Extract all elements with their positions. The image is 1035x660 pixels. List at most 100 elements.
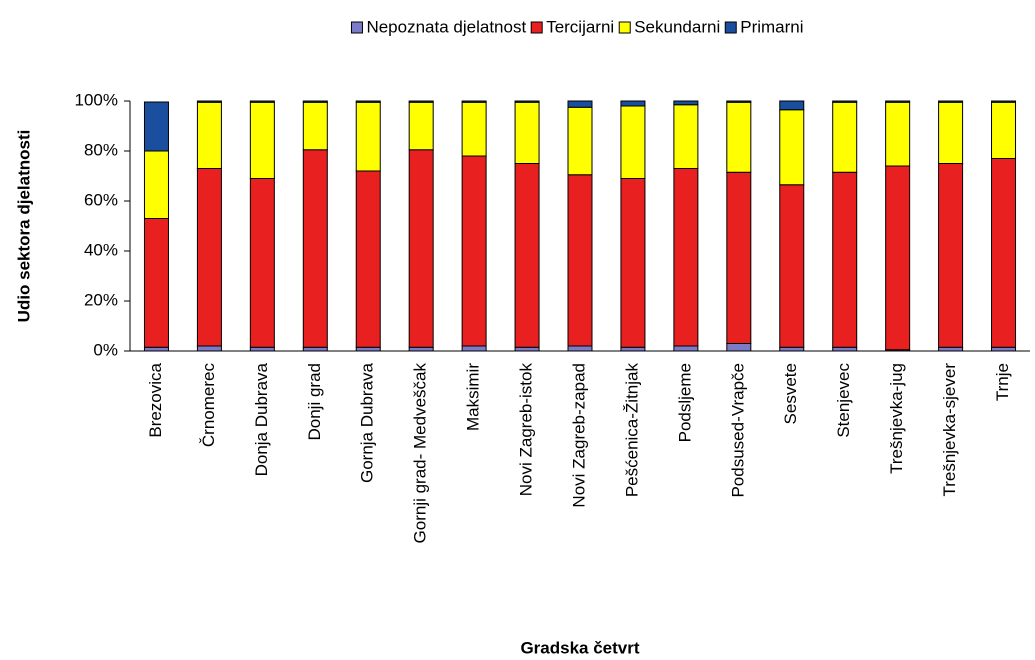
bar-segment	[779, 184, 805, 348]
bar-segment	[673, 104, 699, 169]
y-tick-label: 60%	[84, 190, 118, 209]
bar-segment	[355, 100, 381, 103]
bar-segment	[726, 171, 752, 344]
bar-segment	[779, 109, 805, 186]
x-tick-label: Podsljeme	[675, 363, 694, 442]
bar-segment	[726, 343, 752, 352]
bar-segment	[302, 346, 328, 352]
bar-segment	[196, 168, 222, 347]
bar-segment	[620, 105, 646, 179]
x-tick-label: Donja Dubrava	[252, 362, 271, 476]
bar-segment	[143, 218, 169, 348]
x-axis-title: Gradska četvrt	[520, 638, 639, 657]
y-tick-label: 0%	[93, 340, 118, 359]
bar-segment	[408, 101, 434, 151]
x-tick-label: Trešnjevka-jug	[887, 363, 906, 474]
x-tick-label: Brezovica	[146, 362, 165, 437]
bar-segment	[885, 165, 911, 351]
bar-segment	[991, 101, 1017, 159]
bar-segment	[726, 100, 752, 103]
legend-swatch	[724, 21, 737, 34]
legend-label: Nepoznata djelatnost	[366, 17, 526, 36]
legend-swatch	[530, 21, 543, 34]
bar-segment	[249, 101, 275, 179]
y-tick-label: 80%	[84, 140, 118, 159]
bar-segment	[832, 101, 858, 173]
legend-swatch	[350, 21, 363, 34]
x-tick-label: Maksimir	[464, 363, 483, 431]
y-tick-label: 40%	[84, 240, 118, 259]
bar-segment	[143, 101, 169, 152]
bar-segment	[991, 158, 1017, 348]
bar-segment	[938, 346, 964, 352]
bar-segment	[567, 345, 593, 352]
bar-segment	[514, 101, 540, 164]
bar-segment	[143, 346, 169, 352]
bar-segment	[514, 346, 540, 352]
legend-label: Primarni	[740, 17, 803, 36]
legend-swatch	[618, 21, 631, 34]
x-tick-label: Donji grad	[305, 363, 324, 441]
bar-segment	[355, 170, 381, 348]
bar-segment	[302, 100, 328, 103]
bar-segment	[938, 100, 964, 103]
bar-segment	[461, 100, 487, 103]
bar-segment	[143, 150, 169, 219]
bar-segment	[673, 168, 699, 347]
y-tick-label: 20%	[84, 290, 118, 309]
bar-segment	[673, 100, 699, 106]
bar-segment	[885, 100, 911, 103]
bar-segment	[832, 171, 858, 348]
x-tick-label: Trnje	[993, 363, 1012, 401]
bar-segment	[938, 163, 964, 348]
x-tick-label: Pešćenica-Žitnjak	[622, 363, 641, 498]
bar-segment	[514, 100, 540, 103]
bar-segment	[355, 101, 381, 172]
bar-segment	[408, 100, 434, 103]
bar-segment	[249, 178, 275, 348]
bar-segment	[779, 100, 805, 111]
legend-label: Sekundarni	[634, 17, 720, 36]
bar-segment	[620, 346, 646, 352]
x-tick-label: Sesvete	[781, 363, 800, 424]
bar-segment	[249, 100, 275, 103]
bar-segment	[408, 149, 434, 348]
bar-segment	[885, 101, 911, 167]
bar-segment	[673, 345, 699, 352]
x-tick-label: Trešnjevka-sjever	[940, 363, 959, 497]
y-axis-title: Udio sektora djelatnosti	[14, 130, 33, 323]
bar-segment	[779, 346, 805, 352]
bar-segment	[832, 100, 858, 103]
bar-segment	[514, 163, 540, 348]
x-tick-label: Gornja Dubrava	[358, 362, 377, 483]
x-tick-label: Podsused-Vrapče	[728, 363, 747, 498]
x-tick-label: Črnomerec	[199, 363, 218, 448]
bar-segment	[196, 101, 222, 169]
bar-segment	[196, 100, 222, 103]
bar-segment	[567, 100, 593, 108]
x-tick-label: Stenjevec	[834, 363, 853, 438]
bar-segment	[302, 101, 328, 151]
bar-segment	[938, 101, 964, 164]
bar-segment	[726, 101, 752, 173]
bar-segment	[355, 346, 381, 352]
bar-segment	[461, 155, 487, 347]
x-tick-label: Novi Zagreb-istok	[517, 363, 536, 497]
bar-segment	[302, 149, 328, 348]
bar-segment	[620, 178, 646, 348]
x-tick-label: Novi Zagreb-zapad	[569, 363, 588, 508]
y-tick-label: 100%	[75, 90, 118, 109]
bar-segment	[461, 345, 487, 352]
bar-segment	[567, 106, 593, 176]
bar-segment	[249, 346, 275, 352]
bar-segment	[620, 100, 646, 107]
x-tick-label: Gornji grad- Medveščak	[411, 363, 430, 544]
bar-segment	[991, 346, 1017, 352]
legend-label: Tercijarni	[546, 17, 614, 36]
bar-segment	[408, 346, 434, 352]
bar-segment	[461, 101, 487, 157]
bar-segment	[567, 174, 593, 347]
bar-segment	[991, 100, 1017, 103]
bar-segment	[832, 346, 858, 352]
